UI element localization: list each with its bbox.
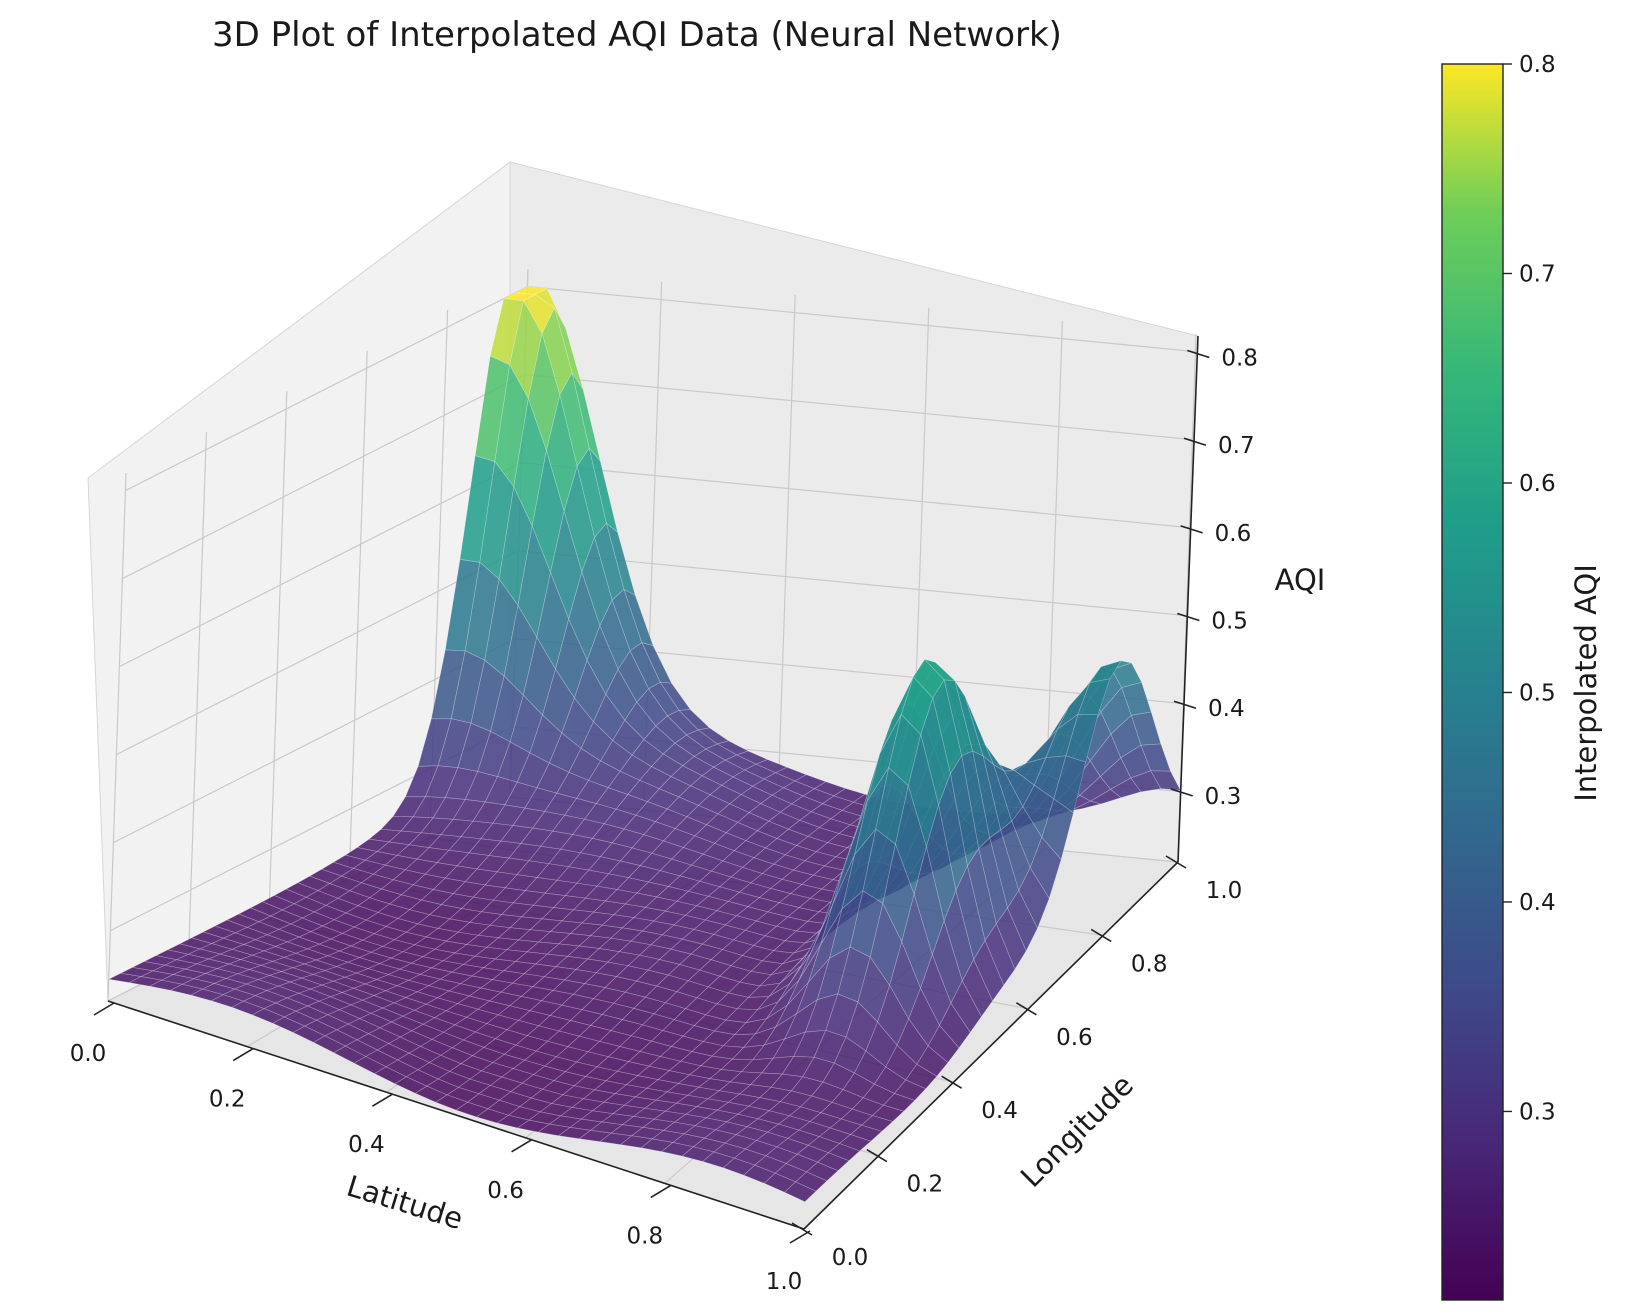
tick-mark [1177,612,1200,622]
grid-line [776,294,796,824]
x-axis-label: Latitude [343,1169,467,1236]
tick-label: 0.2 [907,1172,944,1198]
tick-mark [371,1093,393,1107]
tick-mark [941,1075,963,1089]
grid-line [268,391,288,920]
tick-label: 0.4 [981,1098,1018,1124]
chart-title: 3D Plot of Interpolated AQI Data (Neural… [212,15,1062,55]
tick-label: 0.4 [348,1132,385,1158]
surface-patch [794,1171,828,1192]
y-axis-line [803,861,1179,1230]
tick-label: 0.2 [209,1087,246,1113]
x-axis-line [107,1000,805,1230]
colorbar-tick-label: 0.4 [1519,890,1556,916]
surface-patch [827,1143,861,1162]
tick-mark [1183,437,1207,446]
colorbar-gradient [1441,63,1504,1301]
tick-mark [93,1002,115,1016]
tick-mark [511,1139,533,1153]
surface-patch [916,1045,949,1077]
grid-line [187,432,207,961]
tick-mark [1187,349,1210,359]
colorbar-tick-label: 0.5 [1519,680,1556,706]
colorbar-tick-label: 0.3 [1519,1099,1556,1125]
tick-label: 0.0 [70,1041,107,1067]
tick-mark [232,1047,254,1062]
tick-label: 0.8 [1131,951,1168,977]
colorbar-tick-label: 0.7 [1519,261,1556,287]
surface-patch [1053,755,1087,814]
tick-mark [1180,525,1203,534]
x-axis-ticks: 0.0 0.2 0.4 0.6 0.8 1.0 [70,1002,811,1295]
tick-label: 0.0 [832,1245,869,1271]
tick-mark [866,1148,888,1163]
tick-mark [1015,1002,1037,1016]
tick-label: 0.8 [1221,346,1258,372]
z-axis-line [1177,335,1199,863]
tick-label: 0.6 [1215,521,1252,547]
z-axis-label: AQI [1275,563,1326,597]
grid-line [107,472,127,1002]
surface-patch [805,1161,839,1182]
surface-patch [816,1152,850,1172]
tick-label: 1.0 [766,1269,803,1295]
grid-line [348,350,368,879]
colorbar-tick-label: 0.8 [1519,52,1556,78]
surface-plot [107,286,1182,1203]
tick-mark [1170,788,1193,797]
tick-label: 0.7 [1218,433,1255,459]
colorbar-ticks: 0.3 0.4 0.5 0.6 0.7 0.8 [1503,52,1556,1125]
surface-patch [1065,714,1099,763]
axis-lines [107,335,1199,1230]
tick-mark [1173,700,1197,709]
tick-label: 0.6 [487,1178,524,1204]
tick-label: 1.0 [1206,878,1243,904]
surface-patch [1121,681,1152,716]
tick-mark [650,1184,672,1199]
surface-patch [984,923,1016,987]
colorbar-tick-label: 0.6 [1519,471,1556,497]
tick-mark [791,1222,813,1236]
colorbar-label: Interpolated AQI [1569,564,1603,802]
tick-label: 0.3 [1205,784,1242,810]
tick-label: 0.5 [1211,609,1248,635]
y-axis-label: Longitude [1014,1068,1140,1194]
colorbar: 0.3 0.4 0.5 0.6 0.7 0.8 Interpolated AQI [1441,52,1603,1301]
surface-patch [1089,660,1122,684]
surface-patch [1018,867,1050,930]
surface-patch [995,907,1027,970]
z-axis-ticks: 0.3 0.4 0.5 0.6 0.7 0.8 [1170,346,1258,810]
tick-mark [789,1230,811,1244]
tick-label: 0.4 [1208,696,1245,722]
tick-label: 0.8 [627,1223,664,1249]
tick-label: 0.6 [1056,1025,1093,1051]
surface-patch [893,1079,927,1101]
surface-patch [783,1181,817,1203]
y-axis-ticks: 0.0 0.2 0.4 0.6 0.8 1.0 [791,855,1243,1271]
tick-mark [1165,855,1187,869]
surface-patch [1140,743,1171,772]
tick-mark [1090,928,1112,943]
